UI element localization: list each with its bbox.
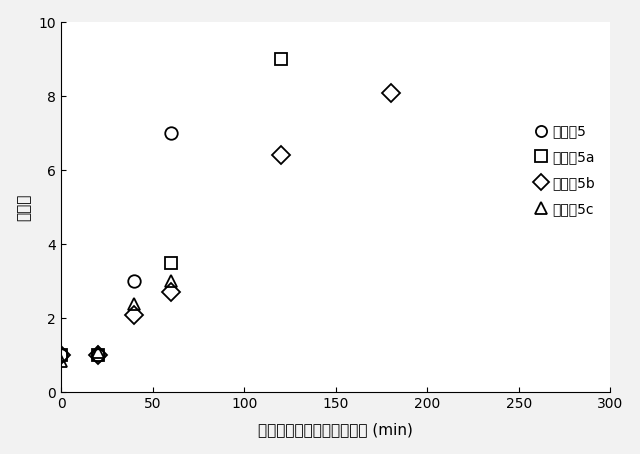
Legend: 実施佢5, 実施佢5a, 実施佢5b, 実施佢5c: 実施佢5, 実施佢5a, 実施佢5b, 実施佢5c: [529, 119, 600, 222]
X-axis label: シャーレ展開後の経過時間 (min): シャーレ展開後の経過時間 (min): [258, 422, 413, 437]
Y-axis label: 増粘率: 増粘率: [17, 193, 31, 221]
